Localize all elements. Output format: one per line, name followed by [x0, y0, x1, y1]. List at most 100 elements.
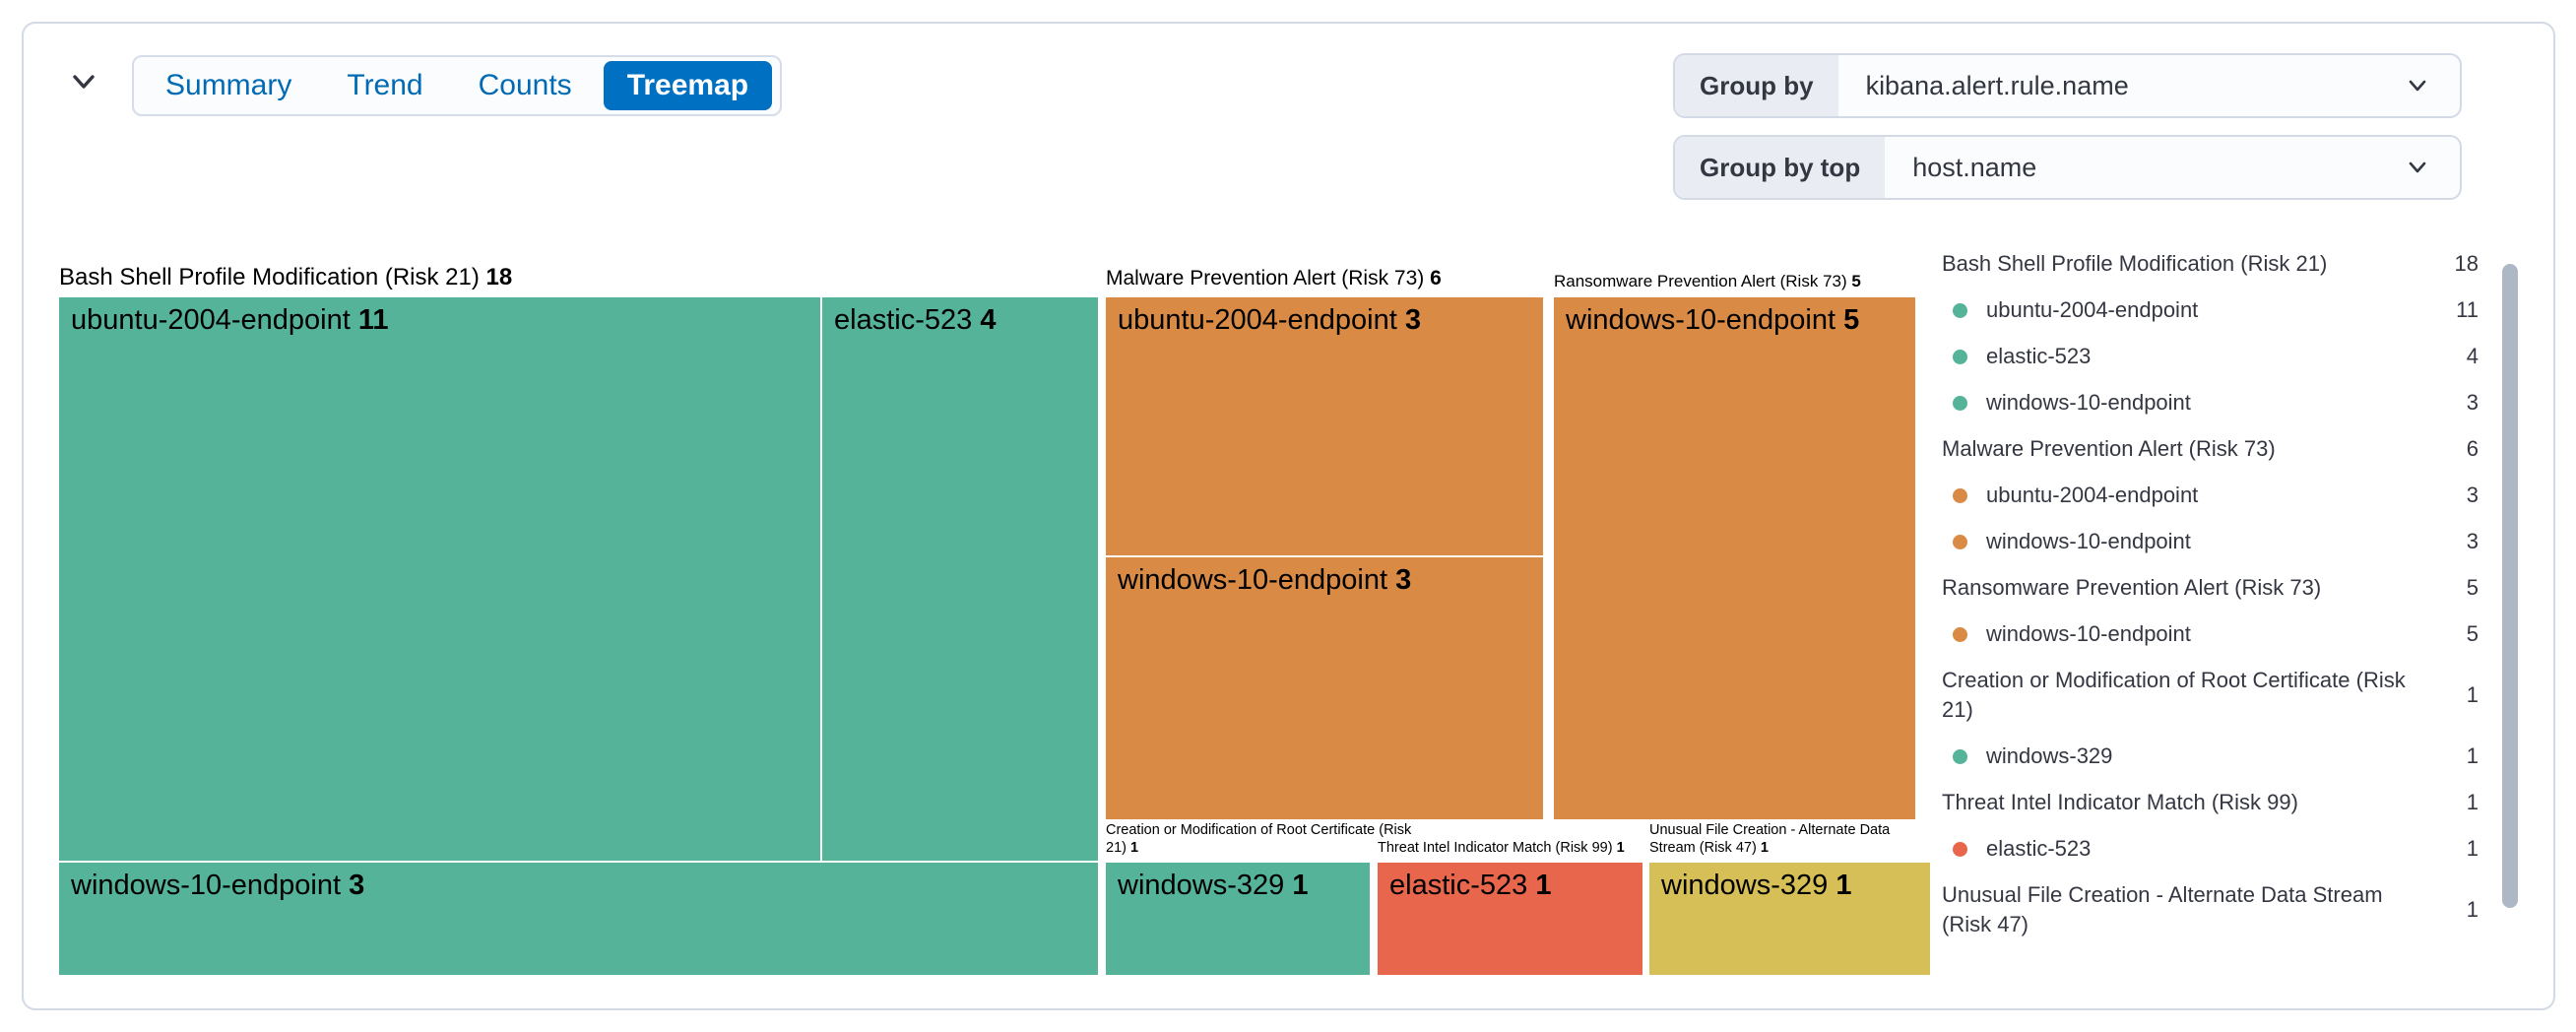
legend-count: 3 [2466, 390, 2479, 415]
legend-label: Unusual File Creation - Alternate Data S… [1942, 882, 2383, 936]
legend-row-title[interactable]: Malware Prevention Alert (Risk 73) 6 [1942, 434, 2479, 464]
legend-color-dot [1953, 841, 1967, 857]
legend-label: windows-10-endpoint [1986, 390, 2191, 415]
section-title: Threat Intel Indicator Match (Risk 99) [1378, 840, 1613, 856]
cell-value: 4 [980, 304, 997, 336]
legend-label: Creation or Modification of Root Certifi… [1942, 668, 2406, 722]
treemap-cell[interactable]: ubuntu-2004-endpoint 11 [59, 297, 820, 861]
treemap-cell[interactable]: ubuntu-2004-endpoint 3 [1106, 297, 1543, 555]
section-total: 6 [1430, 267, 1442, 290]
chevron-down-icon [2403, 137, 2460, 198]
section-total: 1 [1616, 840, 1625, 856]
cell-value: 3 [1404, 304, 1422, 336]
chevron-down-icon [2403, 55, 2460, 116]
legend-color-dot [1953, 395, 1967, 411]
cell-value: 1 [1535, 870, 1552, 901]
legend-row-item[interactable]: ubuntu-2004-endpoint 11 [1942, 295, 2479, 325]
legend-label: ubuntu-2004-endpoint [1986, 483, 2199, 507]
legend-row-title[interactable]: Bash Shell Profile Modification (Risk 21… [1942, 249, 2479, 279]
treemap-section-header: Creation or Modification of Root Certifi… [1106, 821, 1423, 857]
legend-count: 1 [2466, 682, 2479, 707]
section-title: Bash Shell Profile Modification (Risk 21… [59, 264, 480, 290]
treemap-section-header: Malware Prevention Alert (Risk 73) 6 [1106, 267, 1442, 290]
legend-color-dot [1953, 487, 1967, 503]
legend-label: Threat Intel Indicator Match (Risk 99) [1942, 790, 2298, 814]
legend-label: Ransomware Prevention Alert (Risk 73) [1942, 575, 2322, 600]
section-title: Ransomware Prevention Alert (Risk 73) [1554, 272, 1847, 290]
cell-label: windows-329 [1118, 870, 1285, 901]
cell-label: elastic-523 [834, 304, 973, 336]
treemap-cell[interactable]: windows-329 1 [1106, 863, 1370, 975]
tab-trend[interactable]: Trend [323, 61, 446, 110]
legend-row-item[interactable]: elastic-523 4 [1942, 342, 2479, 371]
treemap-legend: Bash Shell Profile Modification (Risk 21… [1942, 249, 2479, 956]
legend-count: 3 [2466, 529, 2479, 553]
cell-value: 3 [349, 870, 365, 901]
treemap-cell[interactable]: windows-10-endpoint 3 [1106, 557, 1543, 819]
view-tab-group: Summary Trend Counts Treemap [132, 55, 783, 116]
cell-label: windows-329 [1661, 870, 1829, 901]
legend-color-dot [1953, 748, 1967, 764]
legend-row-item[interactable]: windows-10-endpoint 3 [1942, 527, 2479, 556]
cell-value: 5 [1843, 304, 1860, 336]
legend-count: 4 [2466, 344, 2479, 368]
legend-count: 11 [2456, 297, 2479, 322]
section-total: 18 [485, 264, 513, 290]
group-by-top-select[interactable]: Group by top host.name [1673, 135, 2462, 200]
legend-color-dot [1953, 302, 1967, 318]
legend-row-title[interactable]: Ransomware Prevention Alert (Risk 73) 5 [1942, 573, 2479, 603]
treemap-cell[interactable]: windows-10-endpoint 3 [59, 863, 1098, 975]
cell-value: 3 [1395, 564, 1412, 596]
legend-row-item[interactable]: windows-10-endpoint 5 [1942, 619, 2479, 649]
treemap-cell[interactable]: windows-10-endpoint 5 [1554, 297, 1915, 819]
legend-label: Malware Prevention Alert (Risk 73) [1942, 436, 2276, 461]
cell-label: windows-10-endpoint [1118, 564, 1388, 596]
legend-label: windows-10-endpoint [1986, 621, 2191, 646]
legend-count: 3 [2466, 483, 2479, 507]
legend-row-title[interactable]: Threat Intel Indicator Match (Risk 99) 1 [1942, 788, 2479, 817]
group-by-value: kibana.alert.rule.name [1865, 70, 2129, 100]
legend-label: elastic-523 [1986, 344, 2092, 368]
cell-label: ubuntu-2004-endpoint [1118, 304, 1397, 336]
treemap-section-header: Unusual File Creation - Alternate Data S… [1649, 821, 1917, 857]
treemap-cell[interactable]: elastic-523 4 [822, 297, 1098, 861]
tab-summary[interactable]: Summary [142, 61, 315, 110]
legend-row-item[interactable]: elastic-523 1 [1942, 834, 2479, 864]
legend-count: 18 [2454, 251, 2479, 276]
section-title: Creation or Modification of Root Certifi… [1106, 822, 1412, 856]
legend-row-title[interactable]: Unusual File Creation - Alternate Data S… [1942, 880, 2479, 939]
legend-count: 6 [2466, 436, 2479, 461]
tab-counts[interactable]: Counts [455, 61, 596, 110]
chevron-down-icon [66, 64, 101, 102]
tab-treemap[interactable]: Treemap [603, 61, 773, 110]
section-total: 1 [1130, 840, 1139, 856]
group-by-top-label: Group by top [1675, 137, 1886, 198]
legend-label: windows-10-endpoint [1986, 529, 2191, 553]
legend-count: 5 [2466, 575, 2479, 600]
section-total: 5 [1851, 272, 1861, 290]
cell-label: windows-10-endpoint [71, 870, 342, 901]
legend-count: 5 [2466, 621, 2479, 646]
legend-label: Bash Shell Profile Modification (Risk 21… [1942, 251, 2328, 276]
legend-color-dot [1953, 349, 1967, 364]
legend-row-item[interactable]: windows-329 1 [1942, 742, 2479, 771]
cell-label: ubuntu-2004-endpoint [71, 304, 351, 336]
legend-count: 1 [2466, 790, 2479, 814]
legend-row-item[interactable]: windows-10-endpoint 3 [1942, 388, 2479, 418]
treemap-section-header: Bash Shell Profile Modification (Risk 21… [59, 264, 512, 291]
legend-count: 1 [2466, 836, 2479, 861]
cell-label: windows-10-endpoint [1566, 304, 1836, 336]
group-by-select[interactable]: Group by kibana.alert.rule.name [1673, 53, 2462, 118]
legend-scrollbar-thumb[interactable] [2502, 264, 2518, 908]
section-title: Unusual File Creation - Alternate Data S… [1649, 822, 1891, 856]
legend-count: 1 [2466, 897, 2479, 922]
treemap-cell[interactable]: windows-329 1 [1649, 863, 1930, 975]
treemap-cell[interactable]: elastic-523 1 [1378, 863, 1642, 975]
treemap-section-header: Ransomware Prevention Alert (Risk 73) 5 [1554, 272, 1861, 291]
legend-count: 1 [2466, 743, 2479, 768]
group-by-label: Group by [1675, 55, 1838, 116]
cell-label: elastic-523 [1389, 870, 1528, 901]
legend-row-title[interactable]: Creation or Modification of Root Certifi… [1942, 666, 2479, 725]
legend-row-item[interactable]: ubuntu-2004-endpoint 3 [1942, 481, 2479, 510]
collapse-section-button[interactable] [61, 61, 106, 104]
